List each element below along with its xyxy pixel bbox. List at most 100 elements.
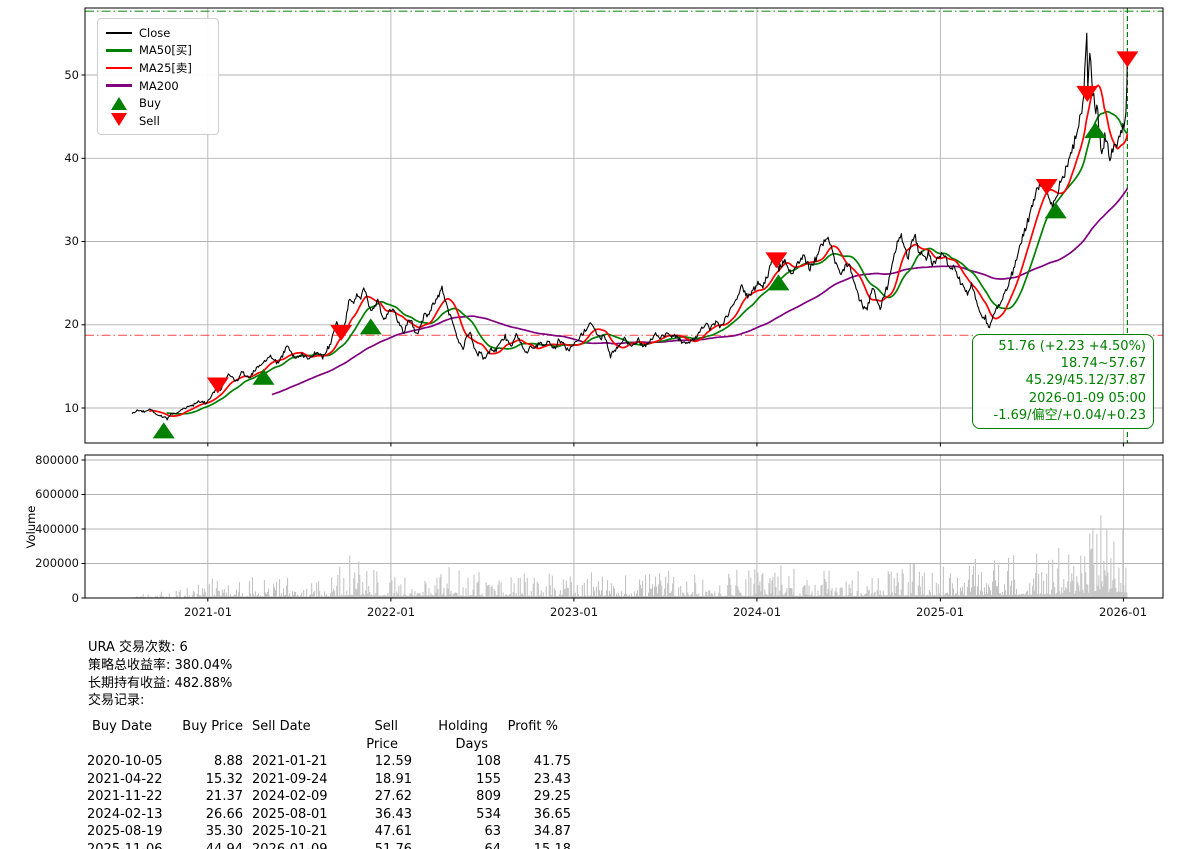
trades-header-cell: Sell Date <box>252 719 311 734</box>
volume-bar <box>1119 591 1121 598</box>
volume-bar <box>602 596 604 598</box>
volume-bar <box>901 569 903 598</box>
volume-bar <box>811 591 813 598</box>
volume-bar <box>892 595 894 598</box>
volume-bar <box>698 593 700 598</box>
trade-cell: 2021-11-22 <box>87 789 163 804</box>
legend-line-swatch <box>106 49 132 52</box>
volume-bar <box>331 577 333 598</box>
volume-bar <box>734 595 736 598</box>
volume-bar <box>574 592 576 598</box>
volume-bar <box>299 596 301 598</box>
volume-bar <box>654 586 656 598</box>
trade-cell: 21.37 <box>205 789 243 804</box>
volume-bar <box>265 592 267 598</box>
volume-bar <box>498 580 500 598</box>
volume-bar <box>738 589 740 598</box>
trade-cell: 809 <box>476 789 501 804</box>
volume-bar <box>274 587 276 598</box>
trade-cell: 15.32 <box>205 771 243 787</box>
volume-bar <box>933 594 935 598</box>
volume-bar <box>748 570 750 598</box>
volume-bar <box>792 594 794 598</box>
volume-bar <box>458 570 460 598</box>
volume-bar <box>509 593 511 598</box>
volume-bar <box>505 594 507 598</box>
volume-bar <box>572 593 574 598</box>
volume-bar <box>1012 595 1014 598</box>
volume-bar <box>991 594 993 598</box>
volume-bar <box>960 591 962 598</box>
volume-bar <box>514 595 516 598</box>
volume-bar <box>224 595 226 598</box>
volume-bar <box>484 596 486 598</box>
volume-bar <box>1126 592 1128 598</box>
volume-bar <box>1010 585 1012 598</box>
volume-bar <box>953 595 955 598</box>
volume-bar <box>367 593 369 598</box>
volume-bar <box>229 593 231 598</box>
volume-bar <box>722 596 724 598</box>
volume-bar <box>972 565 974 598</box>
volume-bar <box>879 590 881 598</box>
volume-bar <box>627 596 629 598</box>
volume-bar <box>932 595 934 598</box>
volume-bar <box>241 593 243 598</box>
volume-bar <box>432 595 434 598</box>
volume-bar <box>844 595 846 598</box>
volume-bar <box>295 592 297 598</box>
volume-bar <box>743 596 745 598</box>
volume-bar <box>984 587 986 598</box>
volume-bar <box>1075 590 1077 598</box>
volume-bar <box>860 593 862 598</box>
trade-cell: 2024-02-13 <box>87 806 163 822</box>
volume-bar <box>770 593 772 598</box>
volume-ytick-label: 0 <box>71 591 79 605</box>
volume-panel-frame <box>84 454 1164 599</box>
volume-bar <box>191 595 193 598</box>
volume-bar <box>836 592 838 598</box>
volume-bar <box>994 560 996 598</box>
volume-bar <box>573 596 575 598</box>
volume-bar <box>1096 533 1098 598</box>
volume-bar <box>460 594 462 598</box>
volume-bar <box>527 596 529 598</box>
volume-bar <box>221 589 223 598</box>
volume-bar <box>838 595 840 598</box>
volume-bar <box>456 593 458 598</box>
volume-bar <box>424 581 426 598</box>
volume-bar <box>911 581 913 598</box>
volume-bar <box>706 591 708 598</box>
volume-bar <box>1058 548 1060 598</box>
volume-bar <box>670 592 672 598</box>
volume-bar <box>662 595 664 598</box>
volume-bar <box>731 594 733 598</box>
volume-bar <box>303 590 305 598</box>
volume-bar <box>665 576 667 598</box>
volume-bar <box>746 596 748 598</box>
volume-bar <box>1079 591 1081 598</box>
volume-bar <box>330 593 332 598</box>
volume-bar <box>1027 590 1029 598</box>
volume-bar <box>534 596 536 598</box>
volume-bar <box>421 595 423 598</box>
volume-bar <box>300 595 302 598</box>
volume-bar <box>244 596 246 598</box>
volume-bar <box>873 592 875 598</box>
volume-bar <box>532 583 534 598</box>
volume-bar <box>1000 593 1002 598</box>
trades-header-cell: Holding Days <box>438 719 488 752</box>
volume-bar <box>723 596 725 598</box>
volume-bar <box>695 583 697 598</box>
volume-bar <box>965 595 967 598</box>
volume-bar <box>823 570 825 598</box>
volume-bar <box>302 596 304 598</box>
volume-bar <box>1022 594 1024 598</box>
volume-bar <box>954 593 956 598</box>
volume-bar <box>147 594 149 598</box>
volume-bar <box>380 595 382 598</box>
volume-bar <box>362 582 364 598</box>
volume-bar <box>430 593 432 598</box>
trades-header-cell: Profit % <box>507 719 558 734</box>
